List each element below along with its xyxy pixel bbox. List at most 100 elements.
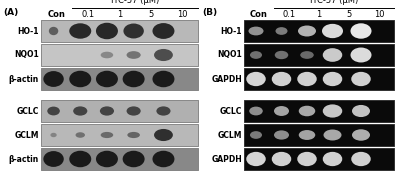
Ellipse shape <box>101 52 113 58</box>
Ellipse shape <box>323 104 342 118</box>
Ellipse shape <box>272 72 291 86</box>
Ellipse shape <box>249 27 264 35</box>
Bar <box>41 100 198 122</box>
Ellipse shape <box>152 23 174 39</box>
Text: GCLM: GCLM <box>15 130 39 139</box>
Ellipse shape <box>351 72 371 86</box>
Ellipse shape <box>73 106 87 116</box>
Text: NQO1: NQO1 <box>14 50 39 60</box>
Bar <box>41 148 198 170</box>
Ellipse shape <box>127 132 140 138</box>
Text: 0.1: 0.1 <box>81 10 94 19</box>
Text: 10: 10 <box>177 10 187 19</box>
Text: GCLC: GCLC <box>17 107 39 116</box>
Ellipse shape <box>152 151 174 167</box>
Bar <box>244 124 394 146</box>
Ellipse shape <box>300 51 314 59</box>
Ellipse shape <box>156 106 171 116</box>
Bar <box>244 20 394 42</box>
Text: 1: 1 <box>316 10 322 19</box>
Text: 10: 10 <box>374 10 384 19</box>
Ellipse shape <box>323 152 342 166</box>
Ellipse shape <box>69 23 91 39</box>
Ellipse shape <box>154 49 173 61</box>
Text: Con: Con <box>250 10 268 19</box>
Text: HO-1: HO-1 <box>17 27 39 36</box>
Text: GAPDH: GAPDH <box>211 74 242 83</box>
Text: 0.1: 0.1 <box>282 10 295 19</box>
Ellipse shape <box>272 152 291 166</box>
Ellipse shape <box>96 151 118 167</box>
Ellipse shape <box>352 105 370 117</box>
Text: HO-1: HO-1 <box>220 27 242 36</box>
Ellipse shape <box>274 106 289 116</box>
Bar <box>41 20 198 42</box>
Ellipse shape <box>324 129 341 141</box>
Ellipse shape <box>249 107 263 115</box>
Ellipse shape <box>154 129 173 141</box>
Ellipse shape <box>299 130 315 140</box>
Ellipse shape <box>101 132 113 138</box>
Ellipse shape <box>96 71 118 87</box>
Text: GAPDH: GAPDH <box>211 155 242 163</box>
Ellipse shape <box>123 71 145 87</box>
Bar <box>244 44 394 66</box>
Ellipse shape <box>275 51 288 59</box>
Text: 1: 1 <box>117 10 122 19</box>
Text: β-actin: β-actin <box>9 155 39 163</box>
Bar <box>41 68 198 90</box>
Ellipse shape <box>43 71 64 87</box>
Text: GCLC: GCLC <box>220 107 242 116</box>
Bar <box>41 124 198 146</box>
Ellipse shape <box>49 27 58 35</box>
Ellipse shape <box>352 129 370 141</box>
Ellipse shape <box>69 71 91 87</box>
Ellipse shape <box>250 51 262 59</box>
Bar <box>244 100 394 122</box>
Bar <box>244 100 394 122</box>
Ellipse shape <box>69 151 91 167</box>
Ellipse shape <box>127 106 141 116</box>
Bar <box>41 20 198 42</box>
Ellipse shape <box>127 51 141 59</box>
Ellipse shape <box>250 131 262 139</box>
Text: (B): (B) <box>202 8 217 17</box>
Bar <box>41 44 198 66</box>
Bar <box>244 44 394 66</box>
Bar <box>244 148 394 170</box>
Ellipse shape <box>47 107 60 115</box>
Bar <box>244 124 394 146</box>
Text: GCLM: GCLM <box>218 130 242 139</box>
Text: β-actin: β-actin <box>9 74 39 83</box>
Bar <box>41 44 198 66</box>
Ellipse shape <box>351 152 371 166</box>
Ellipse shape <box>322 24 343 38</box>
Ellipse shape <box>43 151 64 167</box>
Ellipse shape <box>96 23 118 39</box>
Bar <box>41 100 198 122</box>
Ellipse shape <box>50 133 57 137</box>
Ellipse shape <box>123 23 144 38</box>
Ellipse shape <box>323 48 342 62</box>
Ellipse shape <box>276 27 287 35</box>
Ellipse shape <box>123 151 145 167</box>
Ellipse shape <box>100 106 114 116</box>
Ellipse shape <box>152 71 174 87</box>
Text: (A): (A) <box>3 8 18 17</box>
Text: 5: 5 <box>346 10 352 19</box>
Ellipse shape <box>351 48 372 62</box>
Text: 5: 5 <box>148 10 154 19</box>
Bar <box>244 68 394 90</box>
Ellipse shape <box>299 106 315 116</box>
Bar <box>41 148 198 170</box>
Ellipse shape <box>297 72 317 86</box>
Ellipse shape <box>297 152 317 166</box>
Ellipse shape <box>351 23 372 39</box>
Ellipse shape <box>274 130 289 140</box>
Text: NQO1: NQO1 <box>217 50 242 60</box>
Text: Con: Con <box>48 10 66 19</box>
Bar <box>244 68 394 90</box>
Ellipse shape <box>298 26 316 36</box>
Ellipse shape <box>323 72 342 86</box>
Bar <box>244 148 394 170</box>
